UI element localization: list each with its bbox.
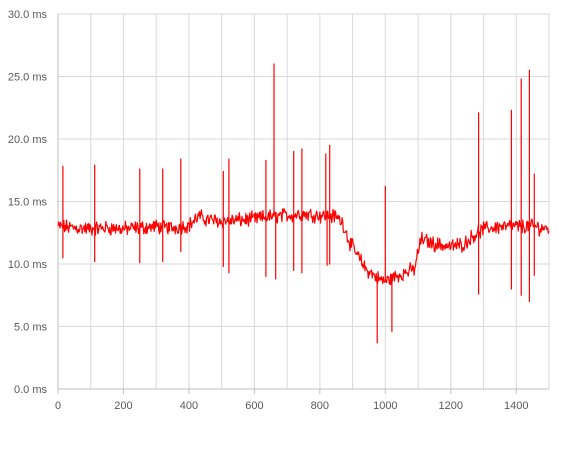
grid-lines: [58, 13, 550, 389]
y-tick-label: 10.0 ms: [8, 259, 48, 271]
x-tick-label: 1400: [504, 400, 528, 412]
series-line: [57, 63, 550, 344]
y-tick-label: 20.0 ms: [8, 134, 48, 146]
x-tick-label: 1200: [439, 400, 463, 412]
x-tick-label: 800: [311, 400, 329, 412]
y-tick-labels: 0.0 ms 5.0 ms 10.0 ms 15.0 ms 20.0 ms 25.0 ms…: [8, 9, 48, 396]
y-tick-label: 15.0 ms: [8, 197, 48, 209]
x-tick-label: 0: [55, 400, 61, 412]
y-tick-label: 25.0 ms: [8, 72, 48, 84]
x-tick-label: 400: [180, 400, 198, 412]
axes: [57, 14, 549, 394]
y-tick-label: 30.0 ms: [8, 9, 48, 21]
x-tick-label: 200: [114, 400, 132, 412]
series-layer: [57, 63, 550, 344]
x-tick-labels: 0 200 400 600 800 1000 1200 1400: [55, 400, 529, 412]
y-tick-label: 5.0 ms: [14, 322, 48, 334]
x-tick-label: 600: [245, 400, 263, 412]
x-tick-label: 1000: [373, 400, 397, 412]
y-tick-label: 0.0 ms: [14, 384, 48, 396]
